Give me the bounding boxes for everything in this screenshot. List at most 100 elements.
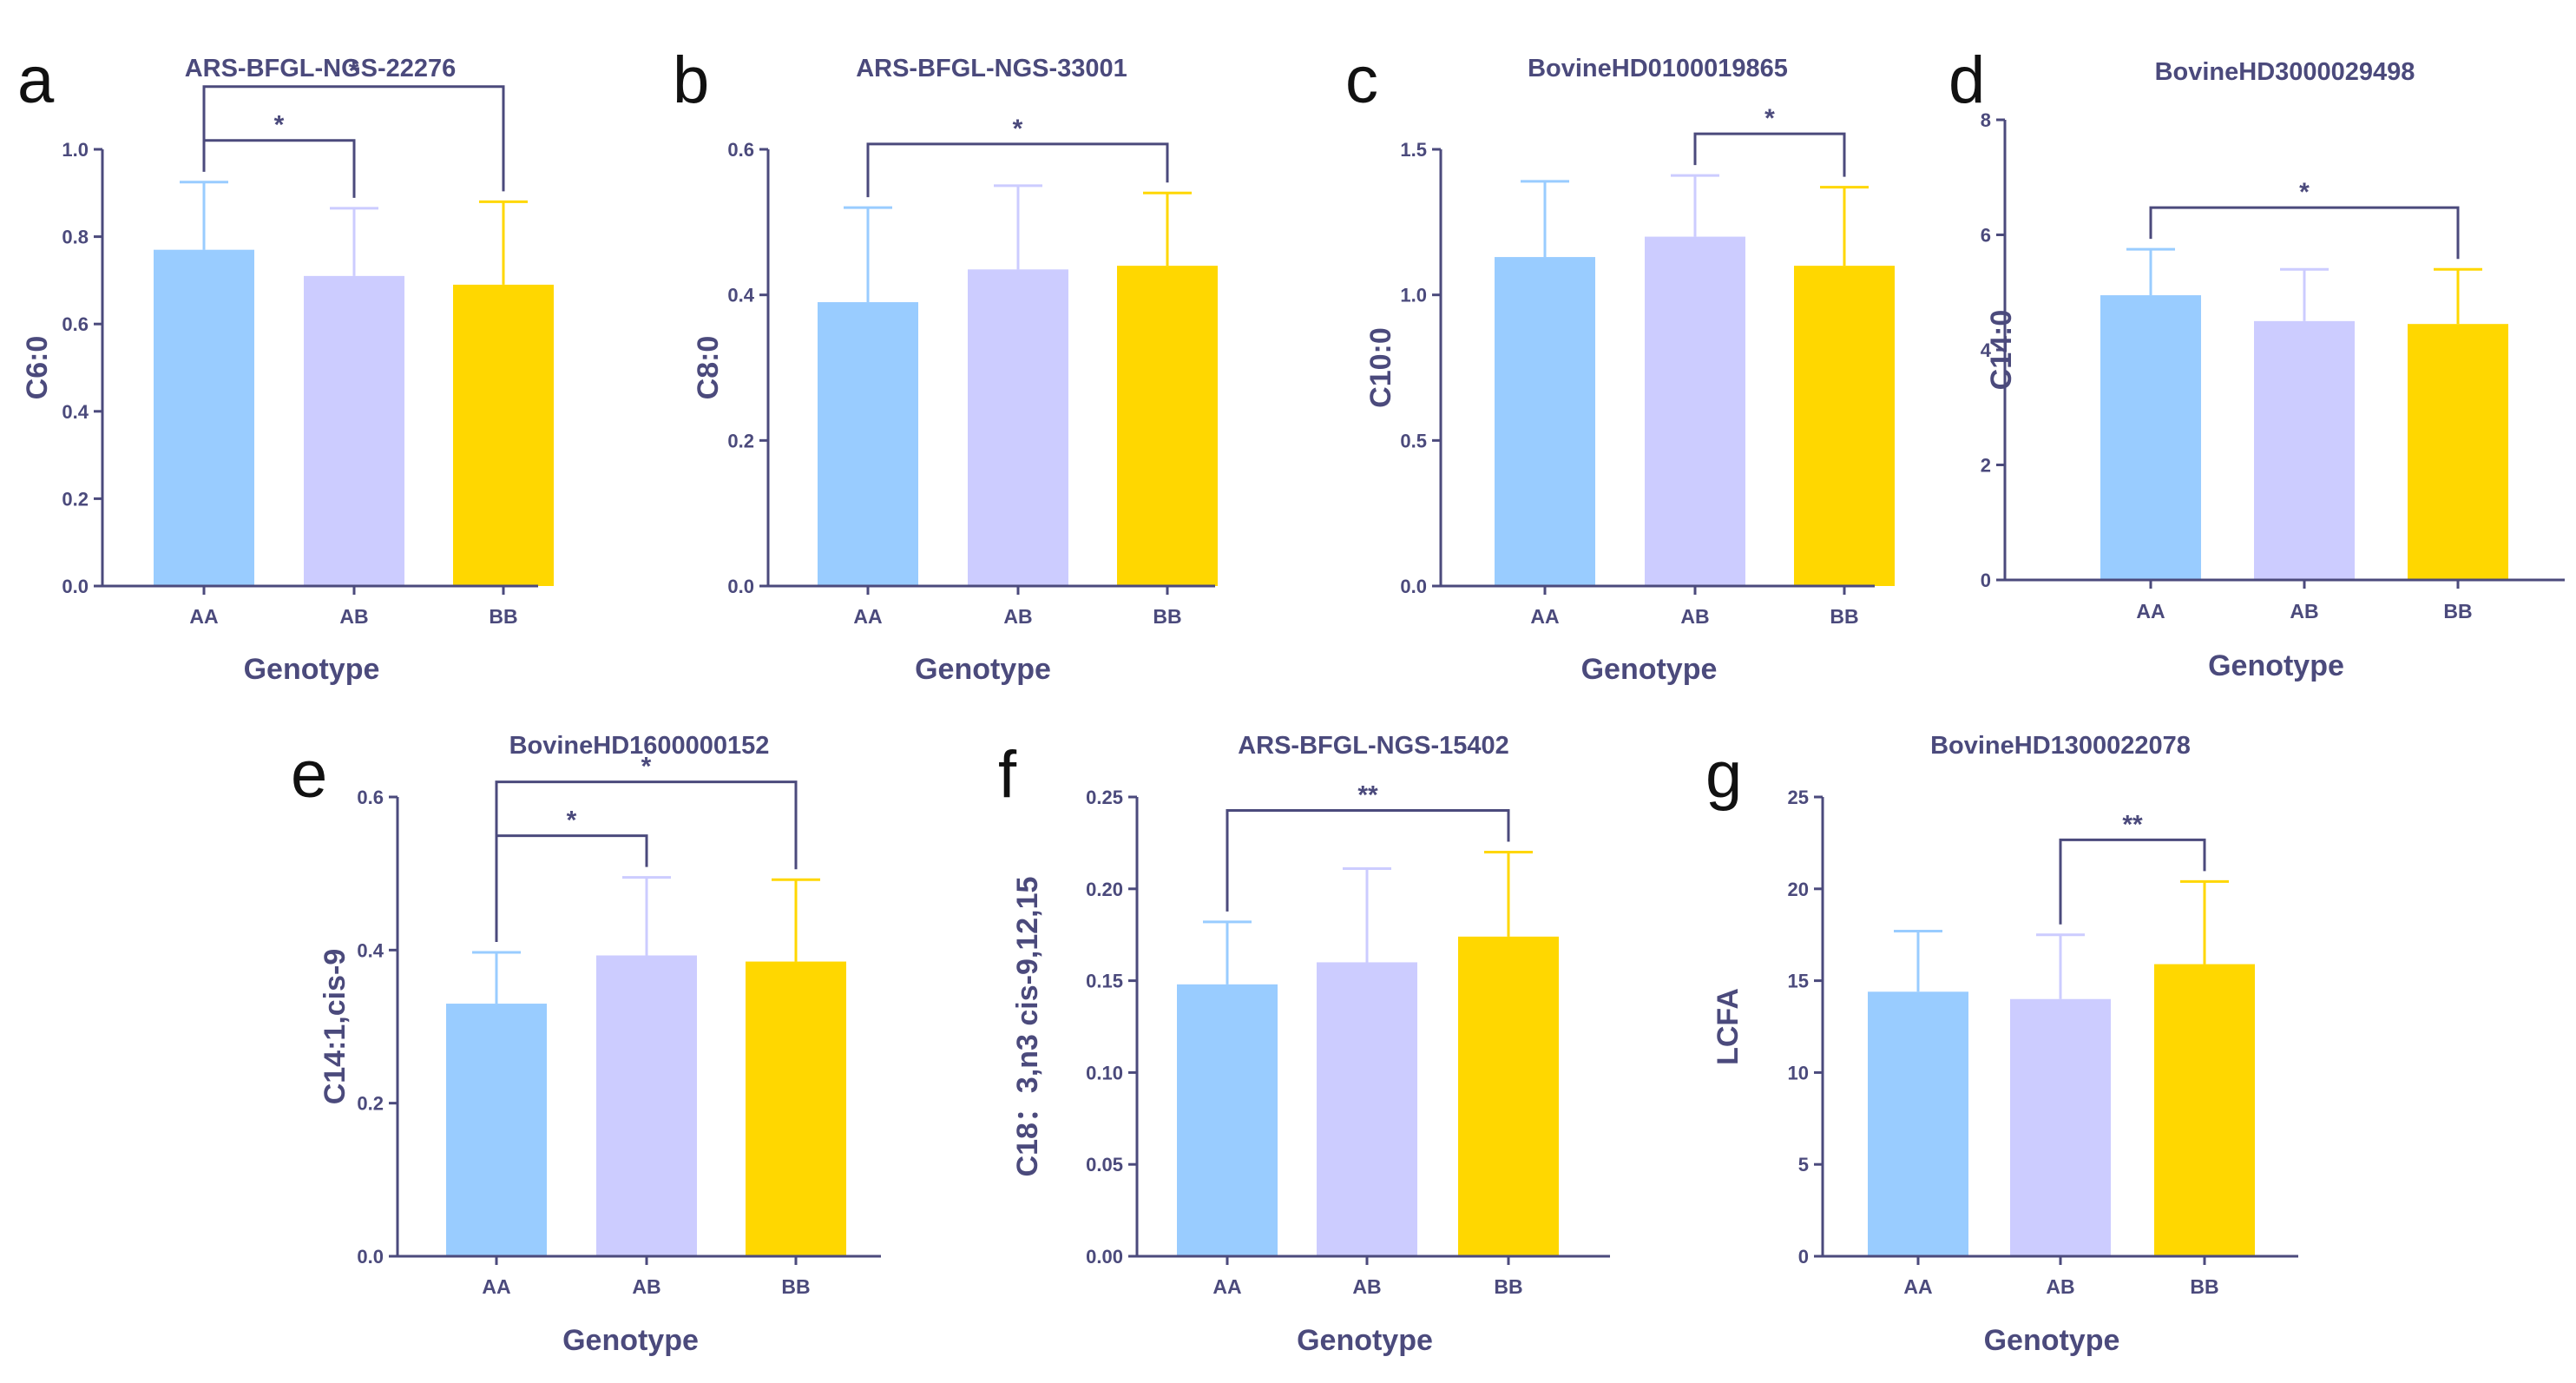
bar-AA (818, 302, 918, 586)
bar-BB (1794, 266, 1895, 586)
x-axis-label: Genotype (1984, 1324, 2120, 1357)
x-tick-label: BB (1153, 605, 1181, 628)
significance-bracket (2149, 206, 2460, 260)
x-tick-label: BB (489, 605, 517, 628)
y-tick-label: 15 (1788, 971, 1809, 992)
significance-bracket (495, 780, 798, 942)
y-tick-label: 0.0 (1400, 576, 1427, 597)
significance-label: * (349, 57, 359, 86)
x-tick-label: AA (1212, 1275, 1241, 1298)
significance-label: * (641, 753, 652, 781)
y-tick-label: 0.2 (727, 430, 754, 451)
bar-AA (1177, 984, 1278, 1256)
panel-letter: b (673, 43, 709, 117)
x-tick-label: AB (1352, 1275, 1381, 1298)
bar-AA (1495, 257, 1595, 586)
y-tick-label: 5 (1798, 1154, 1809, 1176)
y-tick-label: 0 (1798, 1246, 1809, 1268)
y-tick-label: 2 (1981, 455, 1991, 477)
y-tick-label: 20 (1788, 879, 1809, 900)
chart-panel-c: c BovineHD0100019865 AA AB BB 0.0 0.5 1.0 1.5 Gen… (1345, 43, 1895, 686)
x-tick-label: AB (2046, 1275, 2074, 1298)
y-tick-label: 4 (1981, 339, 1992, 361)
bar-AA (2100, 295, 2201, 580)
bar-AB (304, 275, 404, 586)
bar-AB (2254, 320, 2355, 580)
x-tick-label: BB (2443, 600, 2472, 622)
x-tick-label: AA (1530, 605, 1559, 628)
bar-AA (1868, 991, 1968, 1256)
y-tick-label: 0.25 (1086, 787, 1123, 808)
bar-BB (1117, 266, 1218, 586)
chart-title: BovineHD0100019865 (1528, 55, 1788, 82)
y-tick-label: 0.15 (1086, 971, 1123, 992)
bar-AB (1645, 236, 1745, 586)
y-tick-label: 10 (1788, 1062, 1809, 1083)
y-axis-label: C8:0 (692, 336, 725, 400)
bar-AA (154, 249, 254, 586)
y-tick-label: 0.4 (727, 285, 754, 306)
x-tick-label: BB (1830, 605, 1858, 628)
y-tick-label: 0.6 (357, 787, 384, 808)
y-tick-label: 0.4 (62, 401, 89, 423)
chart-title: ARS-BFGL-NGS-15402 (1238, 732, 1509, 760)
y-tick-label: 0.8 (62, 227, 89, 248)
chart-panel-a: a ARS-BFGL-NGS-22276 AA AB BB 0.0 0.2 0.4 0.6 0.8… (17, 43, 554, 686)
significance-label: * (2299, 178, 2310, 207)
x-axis-label: Genotype (915, 653, 1051, 686)
y-tick-label: 0.00 (1086, 1246, 1123, 1268)
chart-panel-g: g BovineHD1300022078 AA AB BB 0 5 10 15 20 25 Genot… (1705, 732, 2298, 1357)
chart-title: ARS-BFGL-NGS-22276 (185, 55, 457, 82)
significance-bracket (1693, 132, 1846, 177)
x-tick-label: AB (632, 1275, 660, 1298)
significance-bracket (495, 834, 648, 942)
significance-bracket (202, 85, 505, 192)
x-axis-label: Genotype (562, 1324, 699, 1357)
x-tick-label: AA (2136, 600, 2165, 622)
chart-panel-e: e BovineHD1600000152 AA AB BB 0.0 0.2 0.4 0.6 Gen… (291, 732, 881, 1357)
y-tick-label: 0.6 (727, 139, 754, 161)
chart-title: BovineHD1600000152 (509, 732, 770, 760)
bar-AB (2010, 998, 2111, 1256)
chart-panel-d: d BovineHD3000029498 AA AB BB 0 2 4 6 8 Genotype C1… (1948, 43, 2565, 682)
panel-letter: c (1345, 43, 1378, 117)
bar-AB (1317, 962, 1417, 1256)
x-tick-label: AB (2290, 600, 2318, 622)
significance-bracket (202, 139, 356, 198)
bar-AB (596, 955, 697, 1256)
y-axis-label: C10:0 (1364, 327, 1397, 408)
bar-BB (1458, 936, 1559, 1256)
chart-title: ARS-BFGL-NGS-33001 (856, 55, 1127, 82)
panel-letter: a (17, 43, 55, 117)
y-tick-label: 0.0 (357, 1246, 384, 1268)
significance-label: * (1764, 104, 1775, 133)
y-tick-label: 0.2 (357, 1093, 384, 1115)
panel-letter: d (1948, 43, 1985, 117)
bar-BB (746, 961, 846, 1256)
x-axis-label: Genotype (1581, 653, 1718, 686)
y-tick-label: 0.2 (62, 488, 89, 510)
x-tick-label: AA (189, 605, 218, 628)
x-axis-label: Genotype (244, 653, 380, 686)
x-tick-label: AB (339, 605, 368, 628)
significance-bracket (1226, 808, 1510, 912)
y-tick-label: 6 (1981, 225, 1991, 247)
y-tick-label: 0.05 (1086, 1154, 1123, 1176)
significance-label: * (274, 111, 285, 140)
x-axis-label: Genotype (2208, 649, 2344, 682)
y-tick-label: 0.6 (62, 313, 89, 335)
y-tick-label: 0.20 (1086, 879, 1123, 900)
y-axis-label: C14:1,cis-9 (319, 949, 352, 1105)
y-tick-label: 0.10 (1086, 1062, 1123, 1083)
bar-BB (2154, 964, 2255, 1256)
y-tick-label: 25 (1788, 787, 1809, 808)
x-tick-label: BB (781, 1275, 810, 1298)
y-axis-label: LCFA (1712, 988, 1745, 1065)
significance-label: * (567, 807, 577, 835)
y-tick-label: 0.4 (357, 939, 384, 961)
bar-AB (968, 269, 1068, 586)
y-tick-label: 8 (1981, 109, 1991, 131)
chart-panel-f: f ARS-BFGL-NGS-15402 AA AB BB 0.00 0.05 0.10 0.1… (998, 732, 1610, 1357)
significance-bracket (2059, 838, 2206, 925)
